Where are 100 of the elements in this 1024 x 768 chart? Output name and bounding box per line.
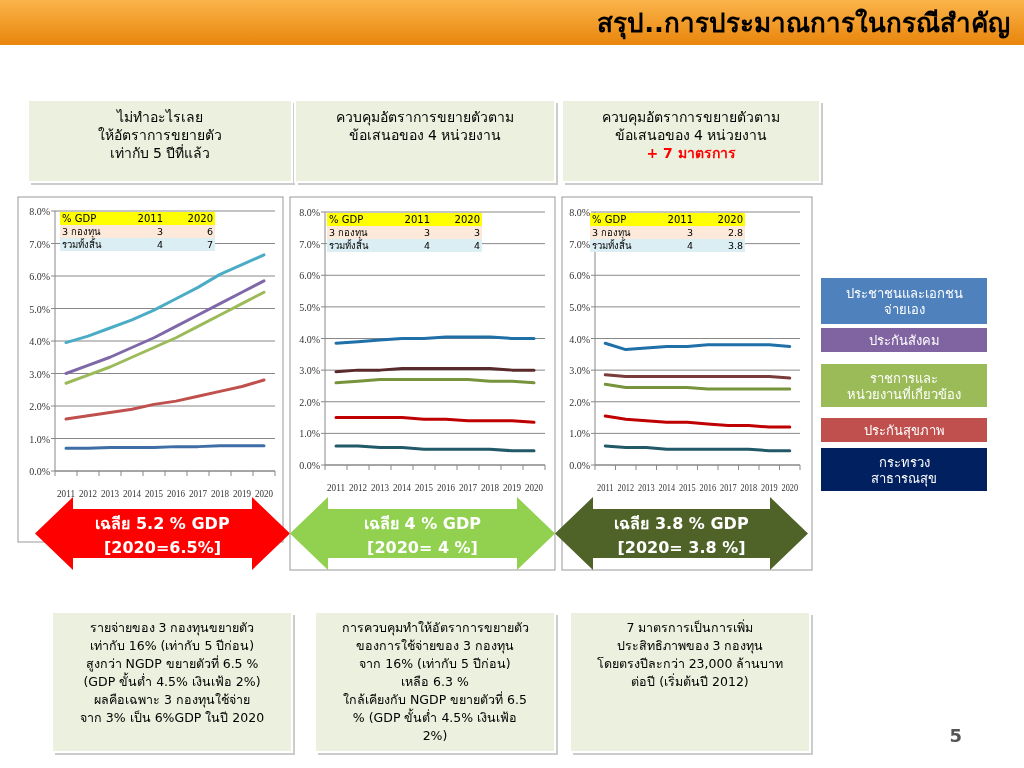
y-tick-label: 3.0% — [29, 368, 50, 380]
y-tick-label: 3.0% — [569, 365, 590, 377]
line-series — [334, 335, 536, 345]
annotation: 3.8 — [727, 240, 743, 251]
x-tick-label: 2020 — [255, 488, 275, 499]
x-tick-label: 2017 — [459, 482, 479, 493]
y-tick-label: 6.0% — [299, 270, 320, 282]
text: รายจ่ายของ 3 กองทุนขยายตัว เท่ากับ 16% (เท่ากับ 5 ปีก่อน) สูงกว่า NGDP ขยายตัวที่ 6.5 % (GDP ขั้นต่ำ 4.5% เงินเฟ้อ 2%) ผลคือเฉพาะ 3 กองทุนใช้จ่าย จาก 3% เป็น 6%GDP ในปี 2020 — [79, 620, 265, 725]
annotation: 2020 — [717, 214, 743, 225]
x-tick-label: 2016 — [167, 488, 187, 499]
y-tick-label: 7.0% — [299, 238, 320, 250]
y-tick-label: 3.0% — [299, 365, 320, 377]
x-tick-label: 2015 — [679, 482, 699, 493]
annotation: 4 — [156, 239, 163, 250]
annotation: 3 กองทุน — [62, 226, 102, 238]
annotation: % GDP — [329, 214, 364, 225]
text: การควบคุมทำให้อัตราการขยายตัว ของการใช้จ่ายของ 3 กองทุน จาก 16% (เท่ากับ 5 ปีก่อน) เหลือ 6.3 % ใกล้เคียงกับ NGDP ขยายตัวที่ 6.5 % (GDP ขั้นต่ำ 4.5% เงินเฟ้อ 2%) — [341, 620, 529, 743]
x-tick-label: 2011 — [597, 482, 617, 493]
chart-title: ควบคุมอัตราการขยายตัวตาม ข้อเสนอของ 4 หน่วยงาน — [602, 109, 780, 143]
x-tick-label: 2011 — [327, 482, 347, 493]
x-tick-label: 2014 — [393, 482, 413, 493]
annotation: % GDP — [592, 214, 627, 225]
annotation: 2011 — [137, 213, 163, 224]
x-tick-label: 2012 — [79, 488, 99, 499]
x-tick-label: 2012 — [617, 482, 638, 493]
y-tick-label: 4.0% — [299, 333, 320, 345]
y-tick-label: 7.0% — [29, 238, 50, 250]
x-tick-label: 2013 — [371, 482, 391, 493]
y-tick-label: 0.0% — [569, 460, 590, 471]
y-tick-label: 7.0% — [569, 238, 590, 250]
y-tick-label: 5.0% — [29, 303, 50, 315]
y-tick-label: 5.0% — [569, 301, 590, 313]
y-tick-label: 1.0% — [299, 428, 320, 440]
x-tick-label: 2014 — [123, 488, 143, 499]
y-tick-label: 0.0% — [29, 466, 50, 477]
x-tick-label: 2017 — [720, 482, 740, 493]
x-tick-label: 2011 — [57, 488, 77, 499]
annotation: 3 กองทุน — [329, 227, 369, 239]
y-tick-label: 2.0% — [299, 396, 320, 408]
text: เฉลีย 4 % GDP [2020= 4 %] — [363, 513, 482, 557]
text: เฉลีย 3.8 % GDP [2020= 3.8 %] — [614, 513, 749, 557]
x-tick-label: 2020 — [525, 482, 545, 493]
chart-title: ไม่ทำอะไรเลย ให้อัตราการขยายตัว เท่ากับ 5 ปีที่แล้ว — [98, 109, 222, 161]
y-tick-label: 6.0% — [569, 270, 590, 282]
x-tick-label: 2013 — [638, 482, 658, 493]
annotation: 4 — [423, 240, 430, 251]
x-tick-label: 2019 — [233, 488, 253, 499]
annotation: 2011 — [667, 214, 693, 225]
y-tick-label: 0.0% — [299, 460, 320, 471]
x-tick-label: 2019 — [503, 482, 523, 493]
x-tick-label: 2018 — [211, 488, 231, 499]
annotation: % GDP — [62, 213, 97, 224]
annotation: รวมทั้งสิ้น — [329, 239, 369, 251]
text: สรุป..การประมาณการในกรณีสำคัญ — [597, 8, 1010, 40]
text: ประกันสุขภาพ — [863, 423, 945, 439]
annotation: 3 กองทุน — [592, 227, 632, 239]
line-series — [64, 290, 266, 385]
y-tick-label: 1.0% — [29, 433, 50, 445]
y-tick-label: 2.0% — [29, 401, 50, 412]
x-tick-label: 2015 — [145, 488, 165, 499]
x-tick-label: 2013 — [101, 488, 121, 499]
line-series — [64, 279, 266, 375]
x-tick-label: 2015 — [415, 482, 435, 493]
y-tick-label: 1.0% — [569, 428, 590, 440]
text: ประกันสังคม — [868, 333, 940, 348]
line-series — [64, 378, 266, 421]
annotation: 3 — [156, 226, 163, 237]
annotation: 3 — [423, 227, 430, 238]
text: 7 มาตรการเป็นการเพิ่ม ประสิทธิภาพของ 3 กองทุน โดยตรงปีละกว่า 23,000 ล้านบาท ต่อปี (เริ่มต้นปี 2012) — [596, 619, 784, 689]
line-series — [603, 414, 792, 429]
x-tick-label: 2019 — [761, 482, 781, 493]
text: ประชาชนและเอกชน จ่ายเอง — [845, 286, 963, 317]
x-tick-label: 2018 — [481, 482, 501, 493]
y-tick-label: 4.0% — [569, 333, 590, 345]
annotation: 2011 — [404, 214, 430, 225]
x-tick-label: 2018 — [740, 482, 761, 493]
text: 5 — [949, 725, 962, 746]
annotation: 6 — [206, 226, 213, 237]
annotation: รวมทั้งสิ้น — [592, 239, 632, 251]
text: เฉลีย 5.2 % GDP [2020=6.5%] — [95, 513, 230, 557]
x-tick-label: 2014 — [658, 482, 679, 493]
y-tick-label: 8.0% — [569, 207, 590, 218]
y-tick-label: 8.0% — [299, 207, 320, 218]
annotation: 3 — [686, 227, 693, 238]
x-tick-label: 2016 — [699, 482, 720, 493]
line-series — [64, 253, 266, 345]
line-series — [603, 341, 792, 352]
annotation: 4 — [473, 240, 480, 251]
annotation: รวมทั้งสิ้น — [62, 238, 102, 250]
annotation: 2020 — [454, 214, 480, 225]
y-tick-label: 6.0% — [29, 271, 50, 282]
annotation: 2.8 — [727, 227, 743, 238]
chart-title: ควบคุมอัตราการขยายตัวตาม ข้อเสนอของ 4 หน่วยงาน — [336, 109, 514, 143]
chart-subtitle: + 7 มาตรการ — [646, 145, 736, 161]
x-tick-label: 2016 — [437, 482, 457, 493]
x-tick-label: 2012 — [349, 482, 369, 493]
annotation: 7 — [206, 239, 213, 250]
annotation: 4 — [686, 240, 693, 251]
x-tick-label: 2017 — [189, 488, 209, 499]
y-tick-label: 4.0% — [29, 336, 50, 347]
